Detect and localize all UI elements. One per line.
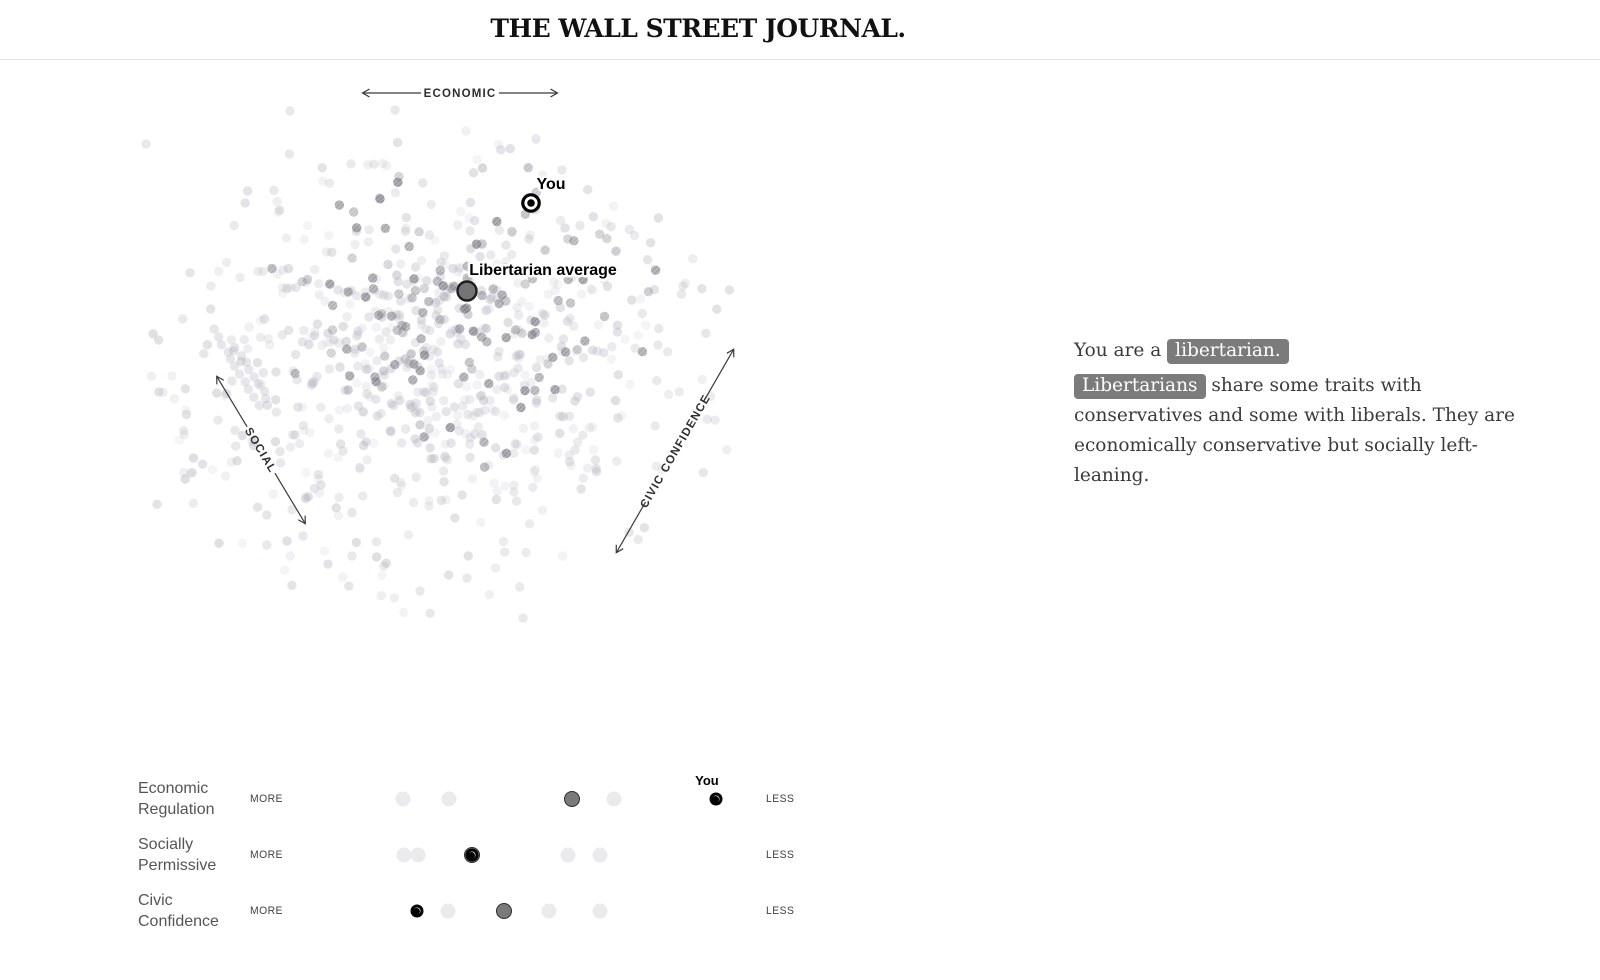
less-label: LESS xyxy=(766,849,795,861)
you-marker[interactable] xyxy=(709,792,723,806)
less-label: LESS xyxy=(766,905,795,917)
slider-row-label: Civic Confidence xyxy=(138,892,219,930)
other-group-dot[interactable] xyxy=(395,791,411,807)
slider-track xyxy=(290,883,755,939)
other-group-dot[interactable] xyxy=(592,903,608,919)
more-label: MORE xyxy=(250,849,283,861)
axis-label: SOCIAL xyxy=(242,426,278,476)
result-panel: You are a libertarian. Libertarians shar… xyxy=(1074,336,1524,496)
other-group-dot[interactable] xyxy=(441,791,457,807)
political-typology-map: ECONOMIC SOCIAL CIVIC CONFIDENCE Libertaria… xyxy=(141,88,735,623)
masthead-header: THE WALL STREET JOURNAL. xyxy=(0,0,1600,60)
result-description-line: Libertarians share some traits with cons… xyxy=(1074,371,1524,491)
other-group-dot[interactable] xyxy=(410,847,426,863)
you-marker-label: You xyxy=(536,176,565,193)
axis-civic-confidence: CIVIC CONFIDENCE xyxy=(615,348,735,554)
other-group-dot[interactable] xyxy=(592,847,608,863)
slider-track xyxy=(290,827,755,883)
more-label: MORE xyxy=(250,793,283,805)
you-marker[interactable] xyxy=(410,904,424,918)
you-marker-label: You xyxy=(695,773,719,788)
slider-track: You xyxy=(290,771,755,827)
less-label: LESS xyxy=(766,793,795,805)
result-intro-text: You are a xyxy=(1074,340,1162,361)
other-group-dot[interactable] xyxy=(541,903,557,919)
you-marker-core xyxy=(712,795,720,803)
libertarian-average-dot[interactable] xyxy=(495,903,512,919)
you-marker-core xyxy=(413,907,421,915)
you-marker[interactable] xyxy=(465,848,479,862)
axis-label: CIVIC CONFIDENCE xyxy=(638,393,713,511)
result-type-badge: libertarian. xyxy=(1167,339,1289,364)
other-group-dot[interactable] xyxy=(396,847,412,863)
result-group-badge: Libertarians xyxy=(1074,374,1206,399)
other-group-dot[interactable] xyxy=(560,847,576,863)
respondent-dot-cloud xyxy=(141,105,735,623)
slider-row-label: Economic Regulation xyxy=(138,780,215,818)
other-group-dot[interactable] xyxy=(440,903,456,919)
trait-sliders: Economic Regulation MORE You LESS Socially P… xyxy=(0,771,840,951)
libertarian-dot-cluster xyxy=(267,163,661,472)
slider-row: Socially Permissive MORE LESS xyxy=(0,827,840,883)
libertarian-average-marker[interactable] xyxy=(456,280,478,302)
slider-row: Economic Regulation MORE You LESS xyxy=(0,771,840,827)
result-description-text: share some traits with conservatives and… xyxy=(1074,375,1515,486)
libertarian-average-label: Libertarian average xyxy=(469,262,617,279)
result-intro-line: You are a libertarian. xyxy=(1074,336,1524,366)
libertarian-average-dot[interactable] xyxy=(563,791,580,807)
slider-row-label: Socially Permissive xyxy=(138,836,217,874)
axis-economic: ECONOMIC xyxy=(361,88,559,100)
more-label: MORE xyxy=(250,905,283,917)
wsj-masthead: THE WALL STREET JOURNAL. xyxy=(490,14,906,43)
slider-row: Civic Confidence MORE LESS xyxy=(0,883,840,939)
you-marker-core xyxy=(468,851,476,859)
axis-label: ECONOMIC xyxy=(424,88,497,100)
you-marker[interactable] xyxy=(521,193,541,213)
other-group-dot[interactable] xyxy=(606,791,622,807)
